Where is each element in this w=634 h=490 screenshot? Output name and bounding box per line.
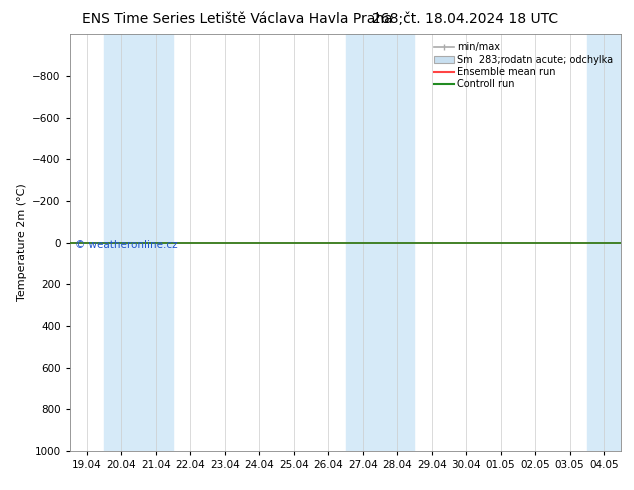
- Y-axis label: Temperature 2m (°C): Temperature 2m (°C): [16, 184, 27, 301]
- Text: ENS Time Series Letiště Václava Havla Praha: ENS Time Series Letiště Václava Havla Pr…: [82, 12, 393, 26]
- Bar: [104, 34, 173, 451]
- Text: © weatheronline.cz: © weatheronline.cz: [75, 240, 178, 249]
- Text: 268;čt. 18.04.2024 18 UTC: 268;čt. 18.04.2024 18 UTC: [372, 12, 558, 26]
- Legend: min/max, Sm  283;rodatn acute; odchylka, Ensemble mean run, Controll run: min/max, Sm 283;rodatn acute; odchylka, …: [431, 39, 616, 92]
- Bar: [587, 34, 621, 451]
- Bar: [346, 34, 415, 451]
